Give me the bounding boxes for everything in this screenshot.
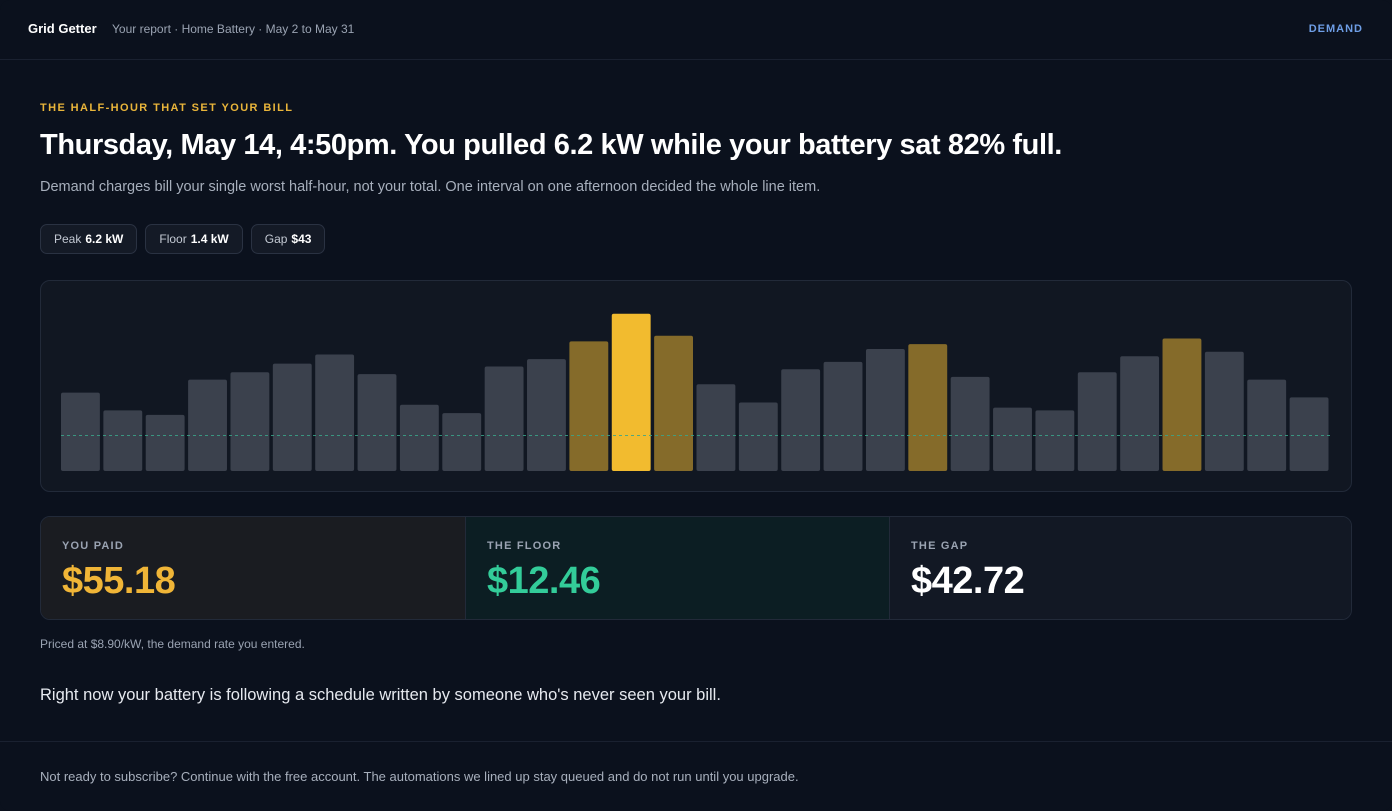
cost-summary: YOU PAID $55.18 THE FLOOR $12.46 THE GAP… [40, 516, 1352, 620]
page-title: Thursday, May 14, 4:50pm. You pulled 6.2… [40, 129, 1062, 161]
demand-bar [1247, 379, 1287, 471]
floor-value: $12.46 [487, 560, 601, 602]
gap-chip: Gap $43 [250, 224, 326, 254]
demand-bar [188, 379, 227, 471]
floor-chip: Floor 1.4 kW [145, 224, 243, 254]
you-paid-panel: YOU PAID $55.18 [41, 517, 465, 619]
demand-bar [61, 392, 100, 471]
floor-chip-label: Floor [159, 232, 187, 246]
demand-bar [230, 372, 270, 471]
you-paid-value: $55.18 [62, 560, 176, 602]
demand-bar [908, 344, 948, 471]
footer: Not ready to subscribe? Continue with th… [0, 741, 1392, 811]
gap-label: THE GAP [911, 540, 969, 552]
pricing-note: Priced at $8.90/kW, the demand rate you … [40, 637, 305, 651]
demand-bar [654, 335, 693, 471]
section-eyebrow: THE HALF-HOUR THAT SET YOUR BILL [40, 102, 294, 114]
demand-bar [950, 376, 990, 471]
demand-bar [145, 414, 185, 471]
demand-bar [1162, 338, 1202, 471]
demand-bar [993, 407, 1032, 471]
gap-value: $42.72 [911, 560, 1025, 602]
floor-chip-value: 1.4 kW [190, 232, 229, 246]
page-subtitle: Demand charges bill your single worst ha… [40, 179, 821, 195]
demand-bar [527, 359, 566, 471]
demand-bar [442, 413, 482, 471]
free-account-notice[interactable]: Not ready to subscribe? Continue with th… [40, 769, 799, 784]
demand-bar [738, 402, 778, 471]
floor-panel: THE FLOOR $12.46 [465, 517, 889, 619]
demand-bar [1077, 372, 1117, 471]
floor-label: THE FLOOR [487, 540, 562, 552]
demand-bar [399, 404, 439, 471]
peak-chip-label: Peak [54, 232, 82, 246]
demand-bar [357, 374, 397, 471]
demand-bar [696, 384, 736, 471]
gap-panel: THE GAP $42.72 [889, 517, 1351, 619]
breadcrumb: Your report · Home Battery · May 2 to Ma… [112, 22, 355, 36]
demand-bar [103, 410, 143, 471]
pitch-text: Right now your battery is following a sc… [40, 686, 721, 704]
peak-bar [611, 313, 651, 471]
demand-bar [1035, 410, 1075, 471]
brand-logo[interactable]: Grid Getter [28, 21, 97, 36]
demand-bar [569, 341, 609, 471]
demand-bar [1204, 351, 1244, 471]
demand-bar-chart [61, 313, 1332, 471]
peak-chip: Peak 6.2 kW [40, 224, 138, 254]
demand-bar [865, 348, 905, 471]
demand-bar [315, 354, 355, 471]
peak-chip-value: 6.2 kW [85, 232, 124, 246]
gap-chip-value: $43 [291, 232, 312, 246]
you-paid-label: YOU PAID [62, 540, 124, 552]
demand-bar [484, 366, 524, 471]
demand-bar [272, 363, 312, 471]
demand-nav-link[interactable]: DEMAND [1308, 23, 1363, 35]
summary-chips: Peak 6.2 kW Floor 1.4 kW Gap $43 [40, 224, 326, 254]
top-bar: Grid Getter Your report · Home Battery ·… [0, 0, 1392, 60]
gap-chip-label: Gap [264, 232, 288, 246]
demand-bar [1289, 397, 1329, 471]
demand-bar [1120, 356, 1160, 471]
demand-bar [781, 369, 821, 471]
demand-bar [823, 361, 863, 471]
demand-chart-card [40, 280, 1352, 492]
